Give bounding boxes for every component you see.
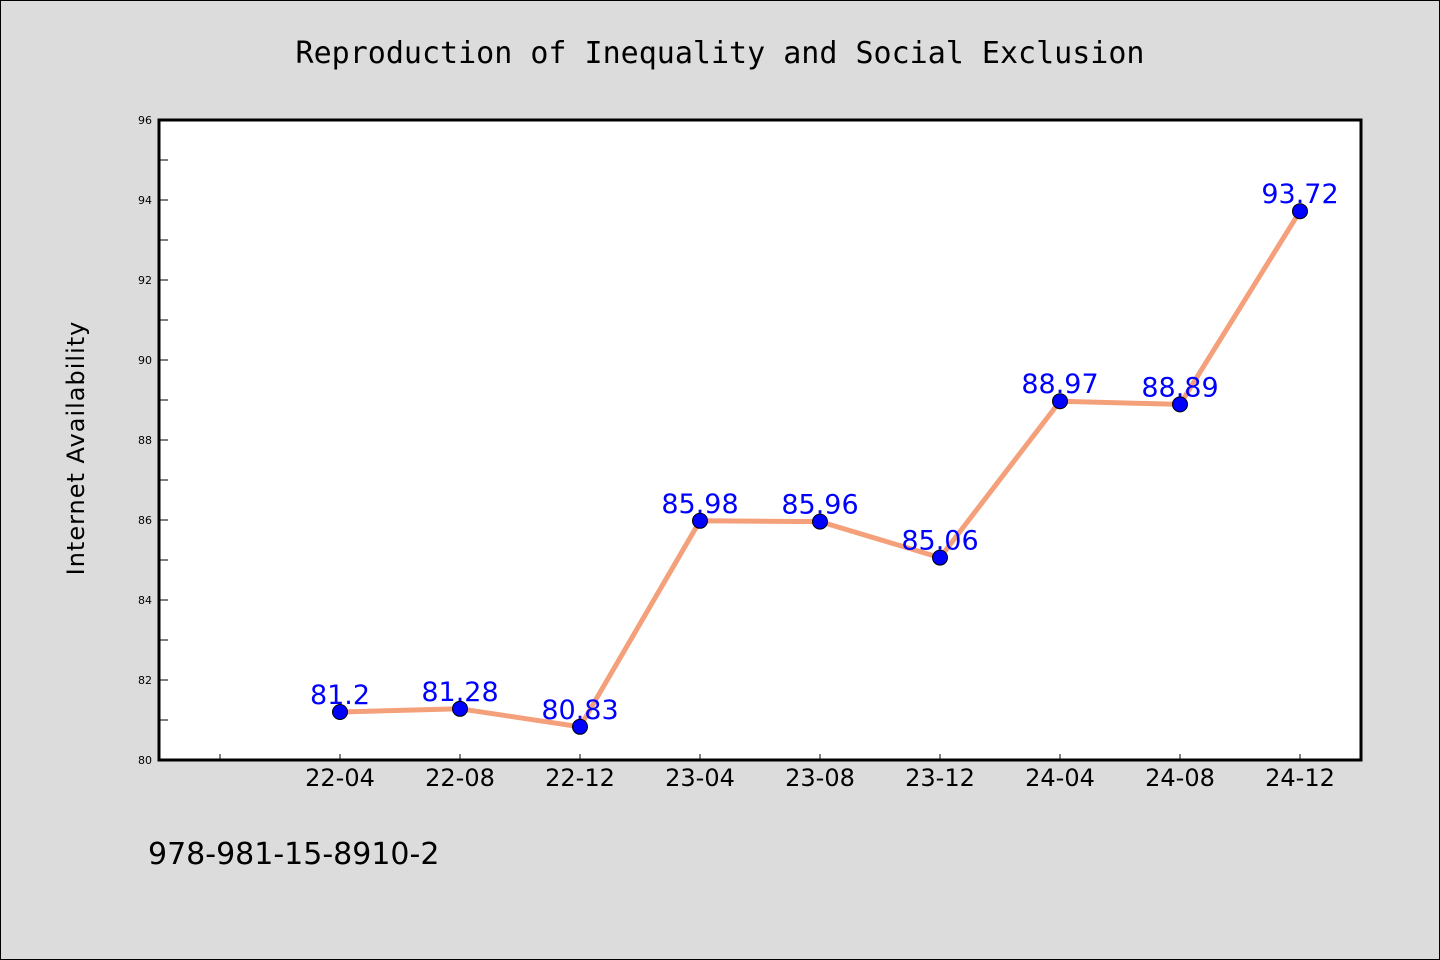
series-group: 81.2 81.28 80.83 85.98 85.96 85.06 88.97 88.89 9…	[310, 179, 1339, 735]
x-tick-label: 22-08	[425, 764, 495, 792]
data-point-marker	[1052, 393, 1068, 410]
data-label: 85.98	[661, 489, 738, 520]
y-tick-label: 82	[138, 674, 152, 687]
data-point-marker	[572, 718, 588, 735]
y-tick-label: 86	[138, 514, 152, 527]
data-point-marker	[1292, 203, 1308, 220]
y-axis: 80 82 84 86 88 90 92 94 96	[138, 114, 168, 767]
data-label: 88.97	[1021, 369, 1098, 400]
data-label: 88.89	[1141, 372, 1218, 403]
chart-title: Reproduction of Inequality and Social Ex…	[296, 36, 1145, 71]
data-point-marker	[1172, 396, 1188, 413]
x-tick-label: 23-08	[785, 764, 855, 792]
x-tick-label: 24-12	[1265, 764, 1335, 792]
data-label: 93.72	[1261, 179, 1338, 210]
y-tick-label: 84	[138, 594, 152, 607]
data-point-marker	[692, 512, 708, 529]
data-label: 81.2	[310, 680, 370, 711]
y-tick-label: 92	[138, 274, 152, 287]
x-tick-label: 22-04	[305, 764, 375, 792]
y-axis-label: Internet Availability	[62, 321, 90, 576]
footer-isbn: 978-981-15-8910-2	[148, 837, 439, 872]
y-tick-label: 90	[138, 354, 152, 367]
data-point-marker	[452, 700, 468, 717]
x-tick-label: 22-12	[545, 764, 615, 792]
data-label: 80.83	[541, 695, 618, 726]
data-point-marker	[332, 704, 348, 720]
y-tick-label: 96	[138, 114, 152, 127]
x-tick-label: 24-08	[1145, 764, 1215, 792]
plot-area	[157, 118, 1363, 762]
x-tick-label: 23-12	[905, 764, 975, 792]
x-tick-label: 23-04	[665, 764, 735, 792]
y-tick-label: 88	[138, 434, 152, 447]
data-point-marker	[812, 513, 828, 530]
y-tick-label: 80	[138, 754, 152, 767]
y-tick-label: 94	[138, 194, 152, 207]
data-point-marker	[932, 549, 948, 566]
x-tick-label: 24-04	[1025, 764, 1095, 792]
data-label: 81.28	[421, 677, 498, 708]
data-label: 85.06	[901, 526, 978, 557]
x-axis: 22-04 22-08 22-12 23-04 23-08 23-12 24-04 24-08…	[219, 754, 1335, 792]
data-label: 85.96	[781, 490, 858, 521]
